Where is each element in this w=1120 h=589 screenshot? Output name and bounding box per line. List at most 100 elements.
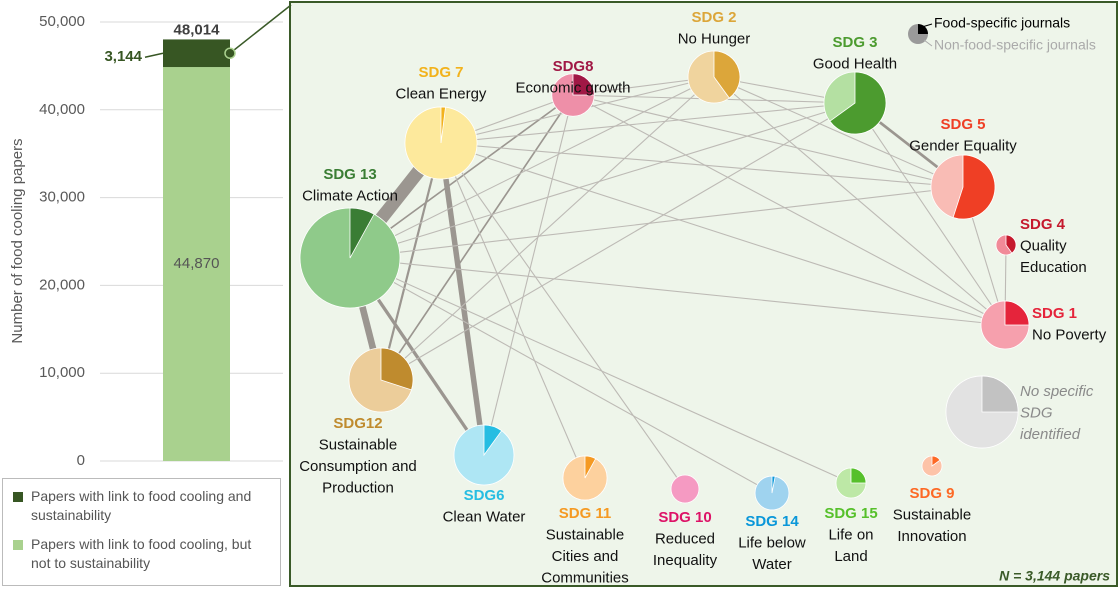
node-name: SDG xyxy=(1020,404,1053,421)
pie-share xyxy=(584,455,597,479)
edge xyxy=(349,257,773,494)
pie-share xyxy=(981,375,1019,413)
node-name: Clean Water xyxy=(443,508,526,525)
node-name: Gender Equality xyxy=(909,137,1017,154)
connector-dot xyxy=(224,47,236,59)
legend: Papers with link to food cooling and sus… xyxy=(2,478,281,586)
edge xyxy=(380,76,715,381)
node-name: No Hunger xyxy=(678,30,751,47)
y-tick-label: 0 xyxy=(77,452,85,469)
node-code: SDG 15 xyxy=(824,505,877,522)
pie-share xyxy=(1004,300,1030,326)
pie-share xyxy=(829,71,887,135)
legend-item: Papers with link to food cooling, but no… xyxy=(13,535,272,573)
node-code: SDG 3 xyxy=(832,34,877,51)
node-name: identified xyxy=(1020,426,1081,443)
node-name: Communities xyxy=(541,569,629,586)
pie-share xyxy=(349,207,375,259)
callout-line xyxy=(144,52,164,58)
legend-label: Food-specific journals xyxy=(934,15,1070,31)
pie-share xyxy=(380,347,414,391)
value-label: 44,870 xyxy=(174,255,220,272)
node-code: SDG 11 xyxy=(559,505,612,522)
edge xyxy=(440,142,686,490)
legend-swatch xyxy=(13,492,23,502)
node-code: SDG 1 xyxy=(1032,305,1077,322)
node-name: Inequality xyxy=(653,552,718,569)
node-code: SDG12 xyxy=(333,415,382,432)
legend-text: Papers with link to food cooling and sus… xyxy=(31,488,252,523)
edge xyxy=(349,186,964,259)
node-name: Innovation xyxy=(897,528,966,545)
edge xyxy=(572,94,1006,326)
y-tick-label: 40,000 xyxy=(39,101,85,118)
edge xyxy=(380,102,856,381)
edge xyxy=(440,142,1006,326)
pie-share xyxy=(771,475,776,494)
pie-rest xyxy=(670,474,700,504)
pie-share xyxy=(572,73,595,96)
edge xyxy=(349,257,852,484)
node-name: Sustainable xyxy=(546,526,624,543)
node-name: Sustainable xyxy=(893,506,971,523)
node-name: Cities and xyxy=(552,548,619,565)
edge xyxy=(713,76,1006,326)
edge xyxy=(483,94,574,456)
bar-segment xyxy=(163,67,230,462)
node-name: Quality xyxy=(1020,237,1067,254)
pie-share xyxy=(713,50,741,99)
legend-label: Non-food-specific journals xyxy=(934,37,1096,53)
legend-leader xyxy=(921,23,933,28)
node-name: Water xyxy=(752,556,791,573)
edge xyxy=(438,142,487,456)
node-name: Good Health xyxy=(813,55,897,72)
node-code: SDG8 xyxy=(553,58,594,75)
pie-share xyxy=(1005,234,1017,254)
node-name: Consumption and xyxy=(299,458,417,475)
legend-text: Papers with link to food cooling, but no… xyxy=(31,536,252,571)
edge xyxy=(349,257,1006,326)
note: N = 3,144 papers xyxy=(999,568,1110,584)
y-tick-label: 20,000 xyxy=(39,276,85,293)
edge xyxy=(349,76,715,259)
node-name: Education xyxy=(1020,259,1087,276)
node-code: SDG 14 xyxy=(745,513,799,530)
node-name: Life on xyxy=(828,526,873,543)
node-name: Reduced xyxy=(655,530,715,547)
total-label: 48,014 xyxy=(174,21,221,38)
connector-line xyxy=(229,4,292,54)
node-code: No specific xyxy=(1020,383,1094,400)
node-code: SDG 5 xyxy=(940,116,985,133)
node-code: SDG 9 xyxy=(909,485,954,502)
legend-pie-share xyxy=(918,24,928,34)
value-label: 3,144 xyxy=(104,48,142,65)
bar-segment xyxy=(163,39,230,68)
edge xyxy=(572,94,964,188)
node-name: Life below xyxy=(738,534,806,551)
node-name: Climate Action xyxy=(302,187,398,204)
node-code: SDG 13 xyxy=(323,166,376,183)
pie-share xyxy=(850,467,867,484)
legend-icon xyxy=(908,23,933,47)
node-code: SDG 2 xyxy=(691,9,736,26)
y-tick-label: 30,000 xyxy=(39,189,85,206)
pie-share xyxy=(931,455,941,467)
y-axis-label: Number of food cooling papers xyxy=(9,138,26,343)
pie-share xyxy=(440,106,446,144)
pie-share xyxy=(952,154,996,220)
node-name: Economic growth xyxy=(515,79,630,96)
edge xyxy=(349,102,856,259)
y-tick-label: 10,000 xyxy=(39,364,85,381)
legend-leader xyxy=(923,39,933,47)
edge xyxy=(380,94,574,381)
node-name: Sustainable xyxy=(319,436,397,453)
node-name: Clean Energy xyxy=(396,85,487,102)
legend-swatch xyxy=(13,540,23,550)
pie-share xyxy=(483,424,503,457)
edge xyxy=(440,102,856,144)
y-tick-label: 50,000 xyxy=(39,13,85,30)
edge xyxy=(713,76,964,188)
node-code: SDG 7 xyxy=(418,64,463,81)
edge xyxy=(379,142,443,381)
